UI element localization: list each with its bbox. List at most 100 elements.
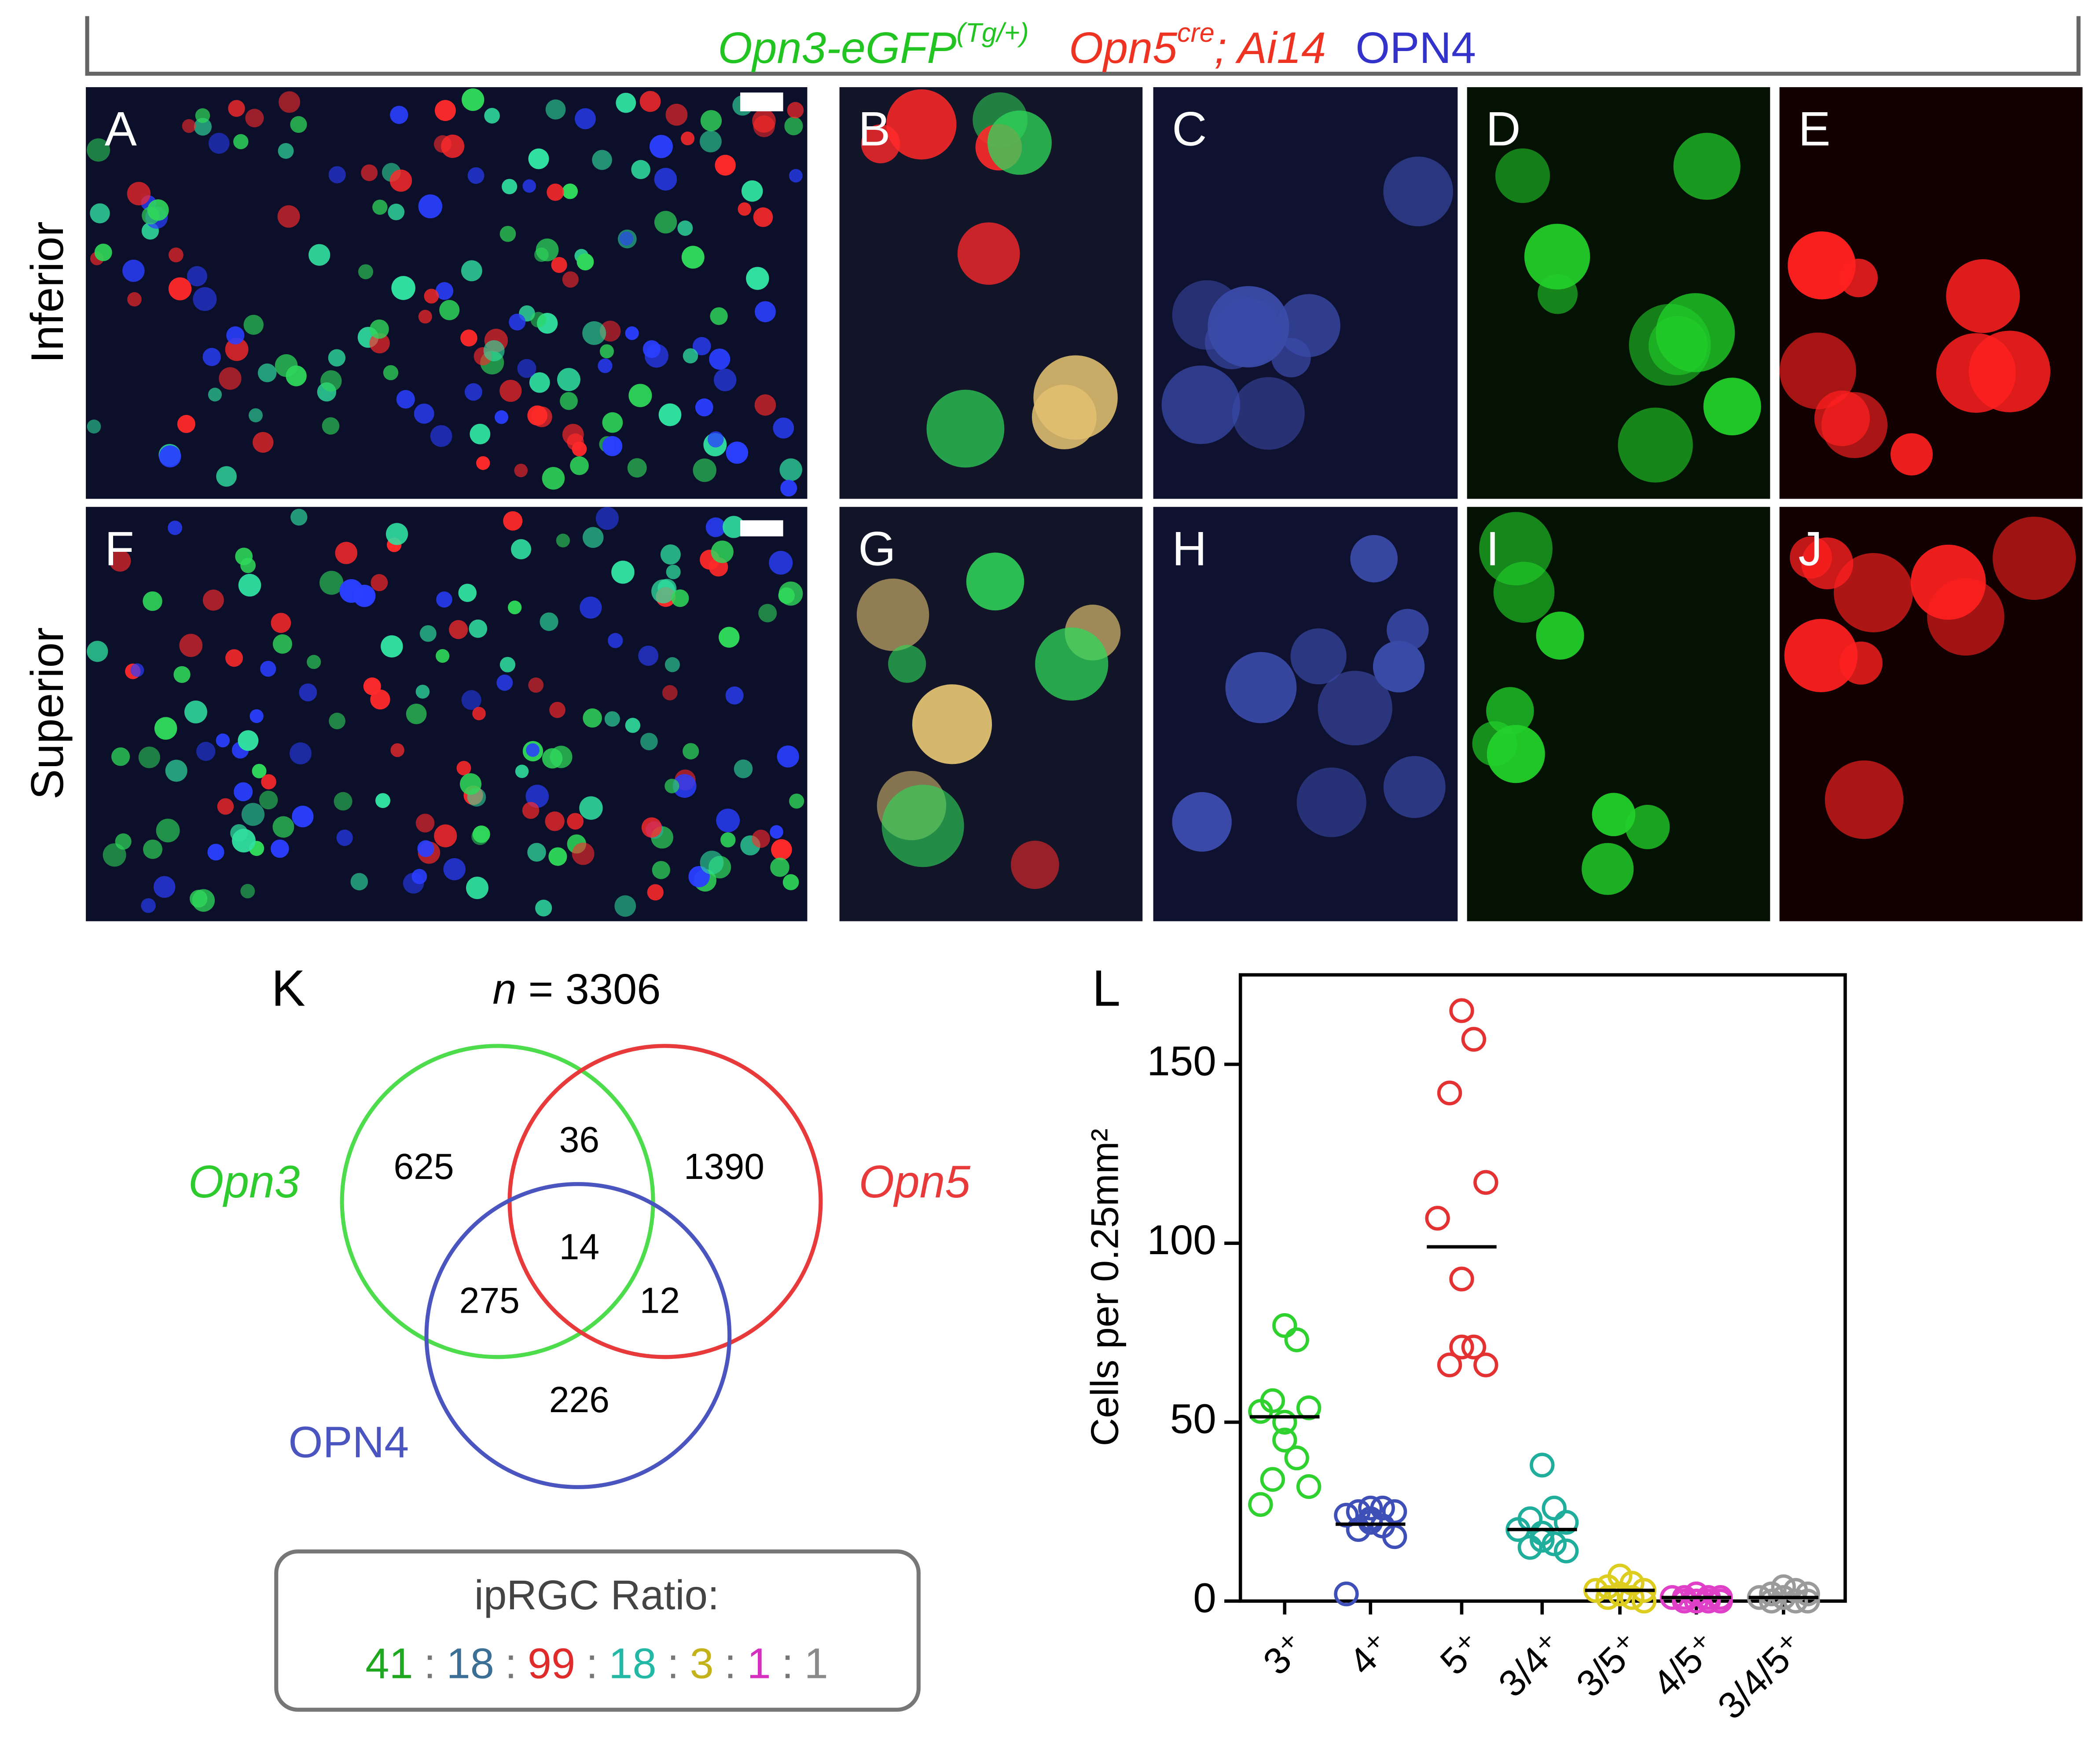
cell [595,507,619,530]
cell [466,877,488,899]
cell [966,552,1024,611]
venn-count: 12 [640,1281,680,1321]
cell [1825,760,1904,839]
venn-count: 36 [559,1120,600,1160]
cell [250,709,264,723]
cell [666,565,681,580]
ratio-separator: : [586,1639,598,1687]
cell [579,796,603,820]
cell [753,115,775,137]
cell [987,110,1052,175]
cell [462,88,485,111]
y-tick-label: 100 [1147,1217,1216,1263]
cell [238,574,261,597]
cell [611,560,635,584]
cell [522,802,540,819]
point [1542,1531,1567,1556]
point [1553,1510,1579,1535]
cell [649,135,673,158]
cell [122,260,145,282]
cell [143,591,162,611]
point [1795,1589,1820,1614]
cell [592,150,612,170]
cell [758,604,777,623]
cell [725,686,744,705]
cell [570,456,589,475]
cell [234,782,253,801]
cell [471,828,489,845]
point [1296,1474,1322,1499]
cell [361,164,378,181]
cell [1161,365,1241,444]
header-green: Opn3-eGFP [718,23,956,72]
cell [572,842,595,865]
cell [169,247,184,263]
point [1473,1170,1498,1195]
cell [439,300,460,320]
cell [713,368,737,392]
cell [658,403,682,426]
cell [383,365,399,381]
cell [1582,843,1634,895]
cell [461,260,482,282]
cell [672,774,697,798]
micrograph [1153,507,1458,921]
panel-letter: B [858,103,890,156]
cell [494,410,509,424]
ratio-value: 18 [447,1639,494,1687]
cell [598,358,613,373]
panel-letter: K [272,960,305,1017]
cell [616,92,636,113]
cell [109,550,131,572]
cell [187,266,207,286]
cell [165,760,187,782]
cell [692,337,711,356]
cell [542,748,563,769]
cell [548,847,567,866]
cell [196,742,216,761]
cell [328,166,346,184]
cell [604,711,620,727]
cell [226,326,245,345]
cell [628,384,652,407]
ratio-separator: : [667,1639,679,1687]
header-red: Opn5 [1069,23,1178,72]
cell [435,282,454,300]
cell [460,329,477,347]
cell [700,110,722,132]
cell [881,785,964,867]
cell [1035,627,1109,701]
cell [647,884,664,901]
point [1795,1581,1820,1607]
cell [755,301,776,323]
cell [499,657,516,672]
cell [103,843,126,867]
cell [194,117,212,136]
cell [328,349,346,367]
cell [582,321,606,345]
cell [534,247,549,262]
venn-label: Opn3 [188,1156,300,1207]
cell [419,625,437,642]
cell [248,408,263,422]
panel-letter: C [1172,103,1207,156]
cell [414,404,434,424]
cell [549,701,565,718]
cell [738,202,751,216]
ratio-separator: : [782,1639,793,1687]
cell [271,613,291,633]
cell [350,873,368,891]
cell [418,309,432,324]
cell [371,574,388,591]
cell [660,544,681,565]
cell [411,869,427,885]
point [1696,1589,1721,1614]
cell [156,819,180,843]
panel-letter: L [1092,960,1120,1017]
cell [681,246,705,269]
point [1382,1499,1407,1524]
cell [417,840,434,857]
cell [233,134,249,150]
cell [253,432,274,453]
cell [259,790,278,810]
